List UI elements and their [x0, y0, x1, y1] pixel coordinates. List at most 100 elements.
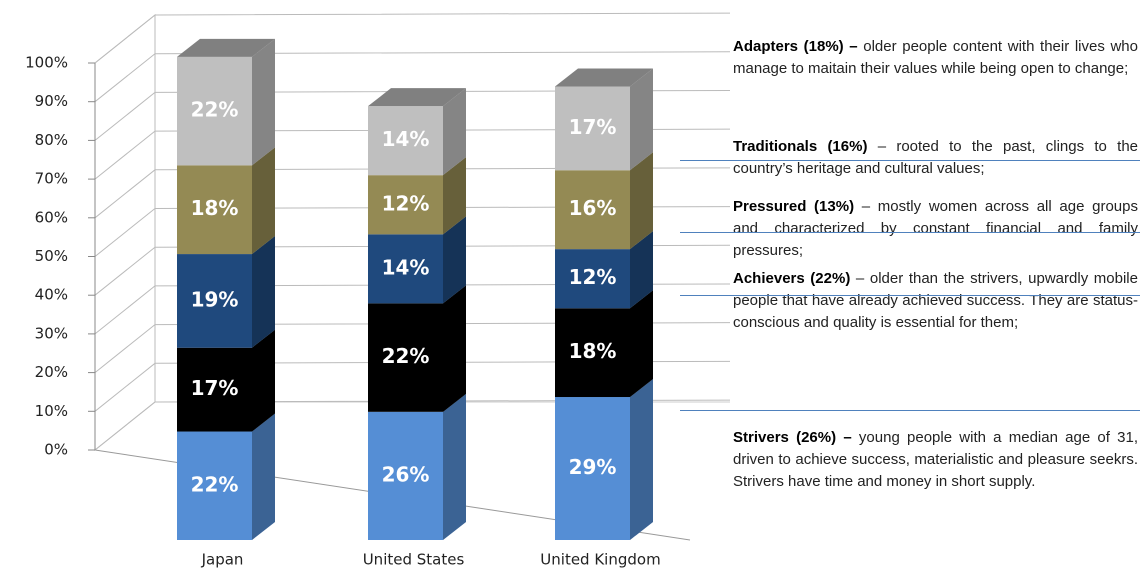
note-text: young people with a median age of 31, dr… — [733, 429, 1139, 490]
bar-side-shade — [252, 329, 275, 432]
separator — [680, 410, 1140, 411]
value-label: 18% — [191, 196, 239, 220]
bar-side-shade — [630, 290, 653, 398]
note-text: – older than the strivers, upwardly mobi… — [733, 270, 1138, 331]
value-label: 12% — [382, 191, 430, 215]
y-tick-label: 0% — [44, 441, 68, 459]
bar-side — [630, 231, 653, 309]
bar-side-shade — [252, 413, 275, 540]
grid-line — [94, 167, 730, 219]
bar-front — [177, 254, 252, 348]
value-label: 26% — [382, 462, 430, 486]
bar-front — [555, 86, 630, 171]
bar-front — [368, 175, 443, 235]
grid-line — [94, 89, 730, 141]
bar-side — [443, 393, 466, 540]
note-heading: Strivers (26%) – — [733, 429, 852, 446]
chart: 0% 10% 20% 30% 40% 50% 60% 70% 80% 90% 100% Japan 22… — [25, 12, 730, 569]
value-label: 22% — [191, 472, 239, 496]
x-tick-label: United States — [363, 551, 465, 569]
note-heading: Pressured (13%) — [733, 198, 855, 215]
y-tick-label: 10% — [35, 402, 68, 420]
note: Traditionals (16%) – rooted to the past,… — [733, 136, 1138, 180]
bar-segment — [368, 285, 466, 412]
bar-side — [443, 216, 466, 304]
bar-front — [177, 347, 252, 432]
grid-line — [94, 128, 730, 180]
bar-front — [368, 411, 443, 540]
value-label: 29% — [569, 455, 617, 479]
grid-line — [94, 360, 730, 412]
bar-side — [630, 152, 653, 250]
bar-side-shade — [252, 236, 275, 348]
grid-line — [94, 244, 730, 296]
bar-side — [443, 88, 466, 176]
y-tick-label: 40% — [35, 286, 68, 304]
bar-segment — [177, 413, 275, 540]
bar-side-shade — [630, 231, 653, 309]
note: Adapters (18%) – older people content wi… — [733, 36, 1138, 80]
value-label: 22% — [382, 344, 430, 368]
y-tick-label: 20% — [35, 363, 68, 381]
bar-top — [368, 88, 466, 107]
note: Strivers (26%) – young people with a med… — [733, 427, 1138, 493]
note: Achievers (22%) – older than the striver… — [733, 268, 1138, 334]
bar-side-shade — [630, 68, 653, 171]
note-heading: Adapters (18%) – — [733, 38, 858, 55]
bar-side — [630, 68, 653, 171]
bar-side-shade — [252, 147, 275, 255]
value-label: 17% — [191, 376, 239, 400]
bar-side — [252, 38, 275, 166]
grid-line — [94, 51, 730, 103]
bar-segment — [177, 236, 275, 348]
grid-line — [94, 399, 730, 451]
y-tick-label: 30% — [35, 324, 68, 342]
note-heading: Traditionals (16%) — [733, 138, 868, 155]
bar-segment — [368, 88, 466, 176]
bar-side — [252, 147, 275, 255]
y-tick-label: 80% — [35, 131, 68, 149]
bar-side-shade — [443, 216, 466, 304]
value-label: 12% — [569, 265, 617, 289]
bar-side-shade — [630, 152, 653, 250]
bar-side-shade — [443, 285, 466, 412]
y-tick-label: 60% — [35, 208, 68, 226]
grid-line — [94, 322, 730, 373]
bar-segment — [555, 152, 653, 250]
bar-front — [555, 308, 630, 398]
bar-side — [252, 236, 275, 348]
value-label: 17% — [569, 115, 617, 139]
bar-front — [177, 431, 252, 540]
bar-side — [443, 285, 466, 412]
bar-side-shade — [443, 88, 466, 176]
bar-side — [252, 413, 275, 540]
separator — [680, 295, 1140, 296]
grid-line — [94, 206, 730, 257]
bar-side — [630, 290, 653, 398]
bar-segment — [368, 393, 466, 540]
separator — [680, 232, 1140, 233]
y-tick-label: 100% — [25, 54, 68, 72]
bar-segment — [177, 38, 275, 166]
bar-segment — [555, 68, 653, 171]
bar-front — [368, 106, 443, 176]
bar-front — [177, 56, 252, 166]
note: Pressured (13%) – mostly women across al… — [733, 196, 1138, 262]
bar-side-shade — [252, 38, 275, 166]
value-label: 14% — [382, 255, 430, 279]
bar-top — [555, 68, 653, 87]
bar-segment — [368, 157, 466, 235]
x-tick-label: United Kingdom — [540, 551, 660, 569]
bar-front — [368, 234, 443, 304]
bar-front — [368, 303, 443, 412]
value-label: 22% — [191, 98, 239, 122]
y-tick-label: 90% — [35, 92, 68, 110]
bar-segment — [555, 231, 653, 309]
value-label: 14% — [382, 127, 430, 151]
note-heading: Achievers (22%) — [733, 270, 851, 287]
bar-segment — [368, 216, 466, 304]
value-label: 16% — [569, 196, 617, 220]
bar-front — [555, 397, 630, 540]
bar-side-shade — [630, 379, 653, 540]
